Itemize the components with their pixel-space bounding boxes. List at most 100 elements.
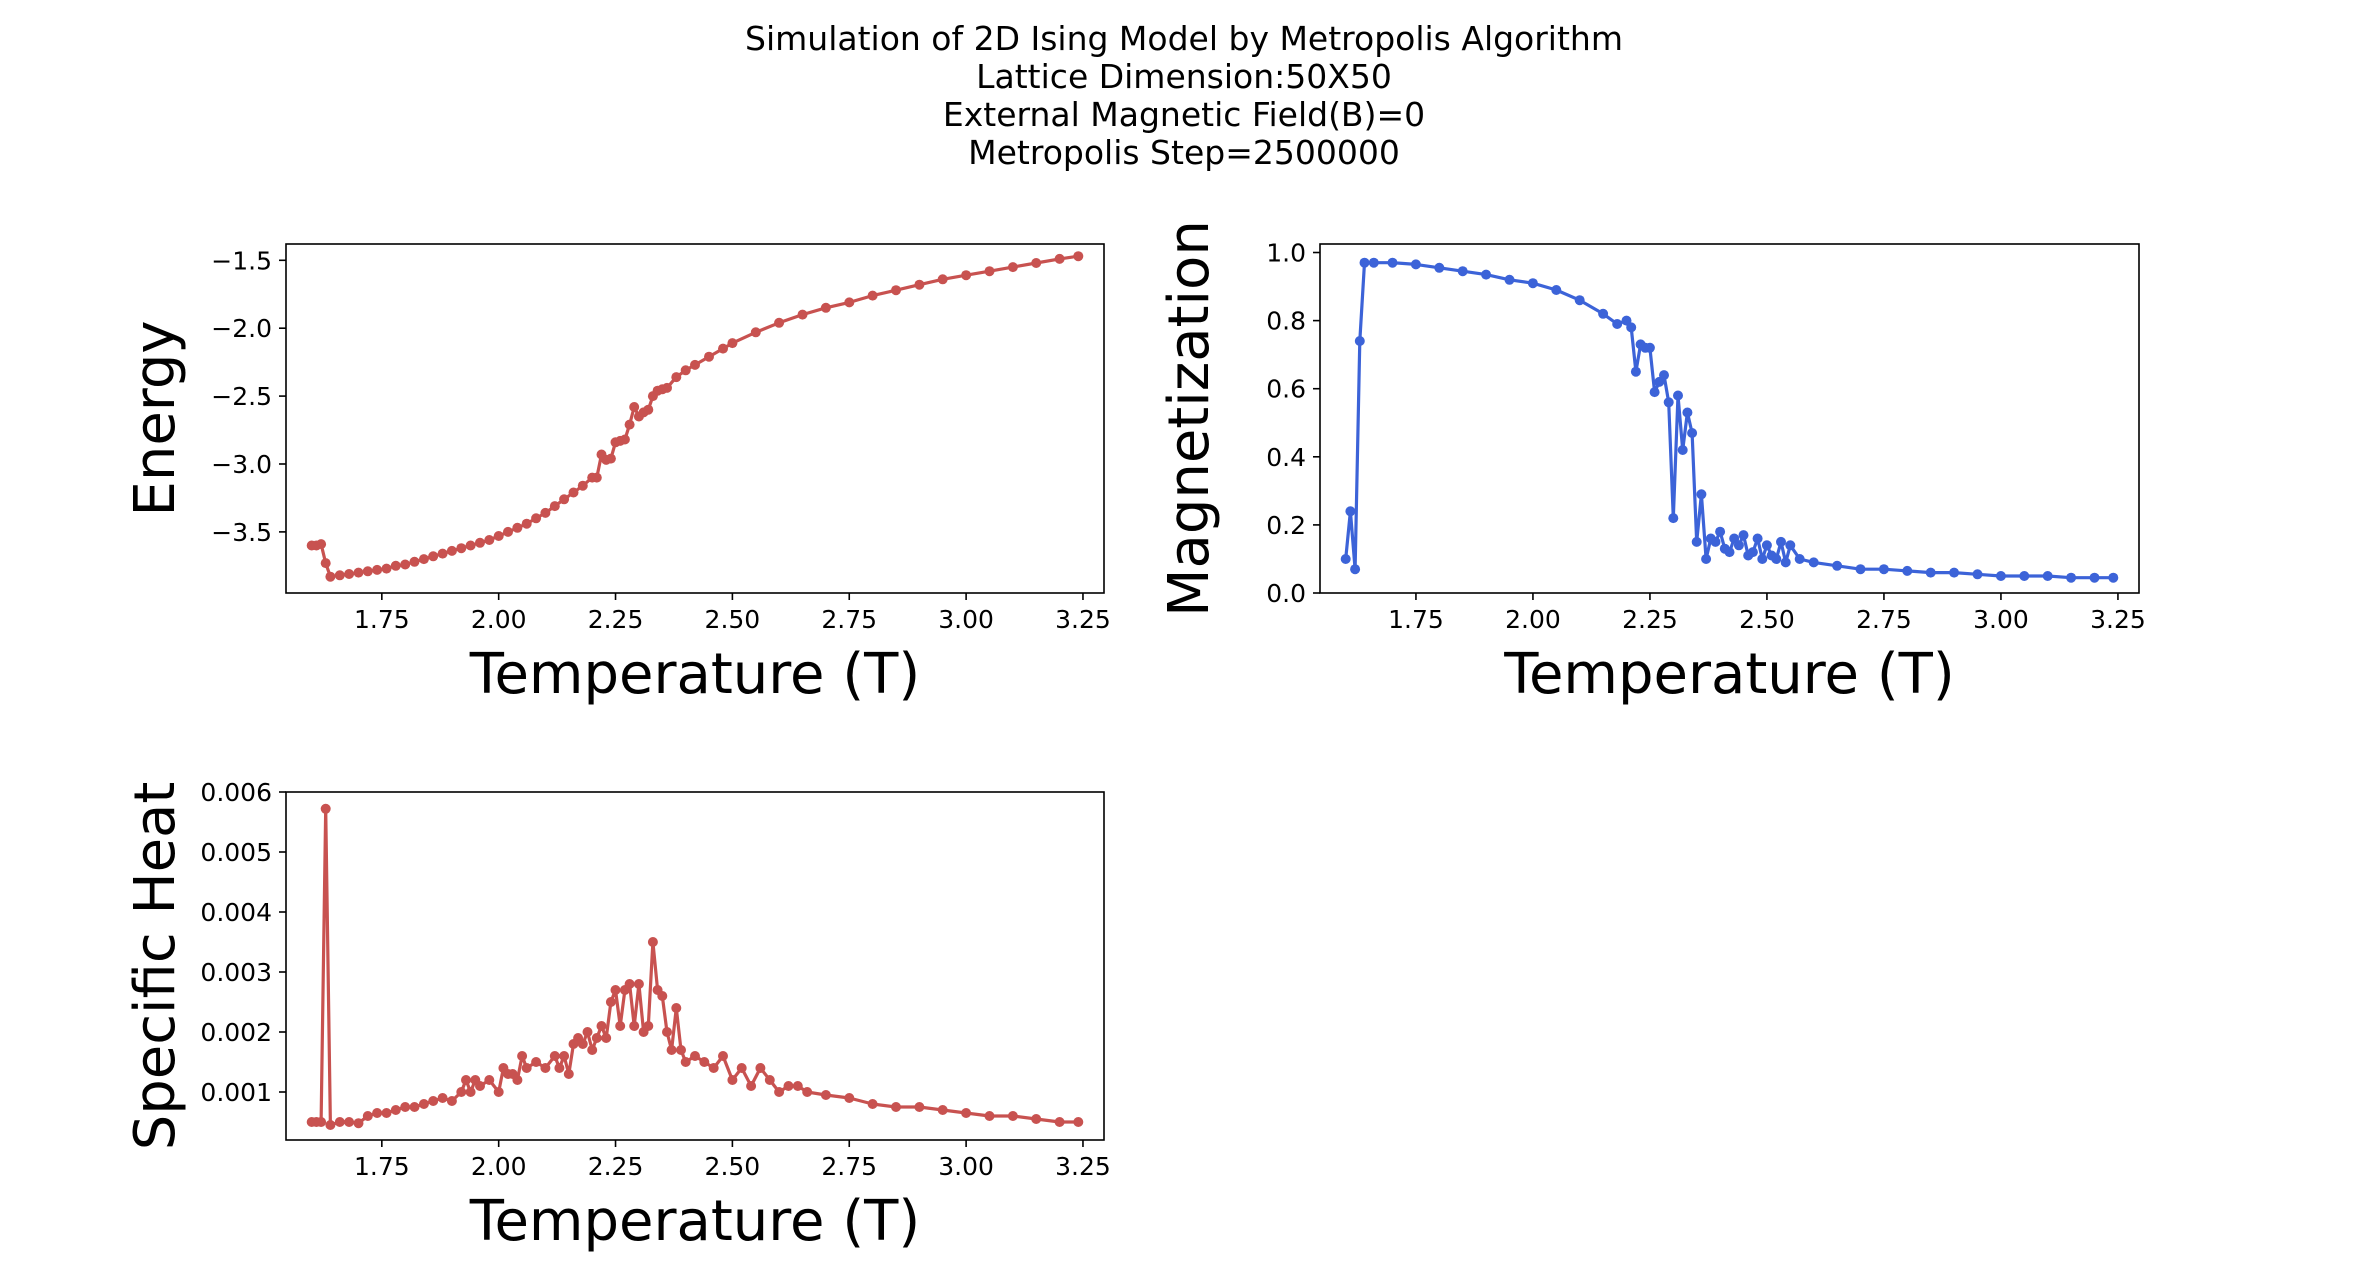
energy-data-point (914, 279, 925, 290)
magnetization-data-point (1612, 319, 1623, 329)
magnetization-data-point (1701, 554, 1712, 564)
specific-heat-data-point (540, 1063, 551, 1073)
specific-heat-data-point (605, 997, 616, 1007)
energy-data-point (690, 359, 700, 370)
energy-data-point (409, 556, 420, 567)
energy-data-point (465, 540, 476, 551)
energy-data-point (727, 338, 738, 349)
magnetization-x-tick-label: 2.75 (1856, 605, 1912, 634)
specific-heat-y-tick-label: 0.006 (200, 778, 272, 807)
specific-heat-data-point (601, 1033, 612, 1043)
specific-heat-data-point (629, 1021, 640, 1031)
magnetization-data-point (1527, 278, 1538, 289)
magnetization-data-point (1504, 274, 1515, 285)
figure-title: Simulation of 2D Ising Model by Metropol… (0, 20, 2368, 172)
magnetization-data-point (1677, 445, 1688, 455)
energy-x-tick-label: 3.00 (938, 605, 994, 634)
energy-x-tick-label: 2.75 (821, 605, 877, 634)
specific-heat-data-point (372, 1108, 383, 1118)
energy-data-point (325, 571, 336, 582)
specific-heat-x-tick-label: 3.25 (1055, 1152, 1111, 1181)
specific-heat-data-point (517, 1051, 528, 1061)
specific-heat-data-point (802, 1087, 813, 1097)
specific-heat-data-point (549, 1051, 560, 1061)
figure-title-line: Lattice Dimension:50X50 (976, 57, 1392, 96)
energy-data-point (1073, 251, 1084, 262)
specific-heat-data-point (446, 1096, 457, 1106)
energy-y-tick-label: −3.0 (211, 450, 272, 479)
specific-heat-data-point (647, 937, 658, 947)
magnetization-data-point (1785, 540, 1796, 551)
energy-data-point (559, 494, 570, 505)
energy-data-point (446, 545, 457, 556)
magnetization-y-tick-label: 0.4 (1266, 443, 1306, 472)
magnetization-data-point (1733, 540, 1744, 551)
specific-heat-data-point (456, 1087, 467, 1097)
magnetization-data-point (1724, 547, 1735, 558)
energy-data-point (381, 563, 392, 574)
specific-heat-data-point (783, 1081, 794, 1091)
specific-heat-y-tick-label: 0.001 (200, 1078, 272, 1107)
energy-data-point (704, 351, 714, 362)
specific-heat-data-point (666, 1045, 677, 1055)
magnetization-y-tick-label: 0.6 (1266, 375, 1306, 404)
energy-x-tick-label: 3.25 (1055, 605, 1111, 634)
specific-heat-data-point (676, 1045, 686, 1055)
specific-heat-data-point (820, 1090, 831, 1100)
specific-heat-data-point (493, 1087, 504, 1097)
energy-data-point (316, 539, 327, 550)
magnetization-data-point (1434, 262, 1445, 273)
specific-heat-x-tick-label: 2.75 (821, 1152, 877, 1181)
specific-heat-data-point (961, 1108, 972, 1118)
specific-heat-data-point (708, 1063, 719, 1073)
magnetization-data-point (1630, 366, 1641, 377)
energy-data-point (624, 419, 635, 430)
energy-data-point (456, 543, 467, 554)
magnetization-data-point (1350, 564, 1361, 575)
energy-y-axis-label: Energy (123, 320, 188, 516)
energy-x-tick-label: 1.75 (354, 605, 410, 634)
specific-heat-data-point (610, 985, 621, 995)
magnetization-data-point (1387, 257, 1398, 268)
magnetization-data-point (1972, 569, 1983, 580)
magnetization-data-point (1925, 567, 1936, 578)
magnetization-data-point (1710, 536, 1721, 547)
magnetization-chart: 1.75 2.00 2.25 2.50 2.75 3.00 3.25 0.0 0.2 0.4 0.6… (1157, 220, 2146, 707)
specific-heat-data-point (554, 1063, 565, 1073)
specific-heat-data-point (484, 1075, 495, 1085)
magnetization-data-point (1687, 428, 1698, 438)
energy-data-point (521, 518, 532, 529)
magnetization-x-tick-label: 2.00 (1505, 605, 1561, 634)
specific-heat-data-point (1007, 1111, 1018, 1121)
energy-chart: 1.75 2.00 2.25 2.50 2.75 3.00 3.25 −3.5 −3.0 −2.5… (123, 243, 1111, 707)
specific-heat-data-point (559, 1051, 570, 1061)
specific-heat-data-point (362, 1111, 373, 1121)
energy-x-tick-label: 2.25 (588, 605, 644, 634)
magnetization-data-point (1696, 489, 1707, 500)
energy-data-point (493, 531, 504, 541)
magnetization-x-tick-label: 3.00 (1973, 605, 2029, 634)
magnetization-data-point (1691, 536, 1702, 547)
magnetization-data-point (1949, 567, 1960, 578)
specific-heat-data-point (475, 1081, 485, 1091)
energy-data-point (867, 290, 878, 301)
figure-title-line: External Magnetic Field(B)=0 (942, 95, 1426, 134)
magnetization-x-axis-label: Temperature (T) (1503, 642, 1954, 707)
specific-heat-data-point (984, 1111, 995, 1121)
specific-heat-y-axis-label: Specific Heat (123, 782, 188, 1151)
energy-data-point (390, 560, 401, 571)
specific-heat-x-tick-label: 3.00 (938, 1152, 994, 1181)
energy-data-point (844, 297, 855, 308)
energy-data-point (629, 402, 640, 412)
specific-heat-x-tick-label: 2.25 (588, 1152, 644, 1181)
specific-heat-data-point (596, 1021, 607, 1031)
magnetization-data-point (1752, 533, 1763, 544)
energy-y-tick-label: −1.5 (211, 246, 272, 275)
energy-data-point (961, 270, 972, 281)
energy-data-point (619, 434, 630, 445)
specific-heat-data-point (400, 1102, 411, 1112)
specific-heat-data-point (633, 979, 644, 989)
magnetization-y-tick-label: 0.8 (1266, 307, 1306, 336)
magnetization-data-point (1368, 257, 1379, 268)
magnetization-data-point (1644, 342, 1655, 353)
